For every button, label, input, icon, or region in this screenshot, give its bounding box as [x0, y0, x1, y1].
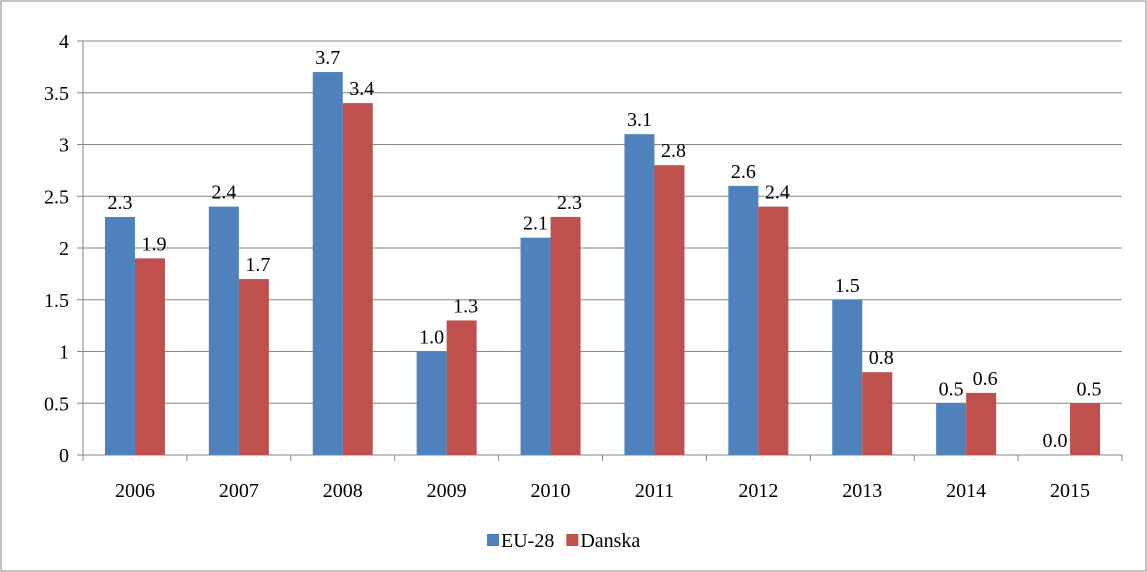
- bar: [1070, 403, 1101, 455]
- x-tick-label: 2007: [219, 480, 259, 502]
- bar: [728, 185, 759, 455]
- x-tick-label: 2014: [946, 480, 986, 502]
- bar: [966, 392, 997, 455]
- y-tick-label: 1: [59, 342, 69, 364]
- bar: [446, 320, 477, 455]
- legend-swatch: [566, 534, 579, 546]
- data-label: 1.5: [835, 275, 860, 297]
- bar: [862, 372, 893, 455]
- bar: [520, 237, 551, 455]
- legend-label: EU-28: [501, 530, 554, 552]
- x-tick-label: 2011: [635, 480, 674, 502]
- data-label: 3.4: [349, 78, 374, 100]
- legend-swatch: [487, 534, 499, 546]
- x-tick-label: 2015: [1050, 480, 1090, 502]
- data-label: 3.1: [627, 109, 652, 131]
- data-label: 2.4: [765, 182, 790, 204]
- data-label: 0.5: [939, 378, 964, 400]
- x-tick-label: 2013: [842, 480, 882, 502]
- bar: [238, 279, 269, 455]
- data-label: 0.0: [1043, 430, 1068, 452]
- bar: [416, 351, 447, 455]
- bar: [342, 103, 373, 455]
- data-label: 2.3: [557, 192, 582, 214]
- bar: [312, 72, 343, 456]
- data-label: 1.7: [245, 254, 270, 276]
- bar: [208, 206, 239, 455]
- bar: [936, 403, 967, 455]
- x-tick-label: 2010: [531, 480, 571, 502]
- y-tick-label: 3: [59, 135, 69, 157]
- bar: [624, 134, 655, 455]
- x-tick-label: 2006: [115, 480, 155, 502]
- x-tick-label: 2012: [738, 480, 778, 502]
- bar: [758, 206, 789, 455]
- legend-label: Danska: [580, 530, 640, 552]
- bar: [832, 299, 863, 455]
- x-tick-label: 2009: [427, 480, 467, 502]
- bar: [550, 216, 581, 455]
- y-tick-label: 2: [59, 238, 69, 260]
- data-label: 1.3: [453, 295, 478, 317]
- y-tick-label: 3.5: [44, 83, 69, 105]
- data-label: 2.1: [523, 213, 548, 235]
- bar: [104, 216, 135, 455]
- bar: [654, 165, 685, 455]
- x-tick-label: 2008: [323, 480, 363, 502]
- y-tick-label: 0: [59, 445, 69, 467]
- data-label: 2.8: [661, 140, 686, 162]
- data-label: 0.6: [973, 368, 998, 390]
- bar: [134, 258, 165, 455]
- data-label: 0.8: [869, 347, 894, 369]
- y-tick-label: 4: [59, 31, 69, 53]
- data-label: 1.0: [419, 327, 444, 349]
- y-tick-label: 2.5: [44, 186, 69, 208]
- data-label: 2.4: [211, 182, 236, 204]
- data-label: 3.7: [315, 47, 340, 69]
- y-tick-label: 1.5: [44, 290, 69, 312]
- data-label: 1.9: [141, 233, 166, 255]
- data-label: 2.6: [731, 161, 756, 183]
- data-label: 0.5: [1077, 378, 1102, 400]
- y-tick-label: 0.5: [44, 393, 69, 415]
- data-label: 2.3: [107, 192, 132, 214]
